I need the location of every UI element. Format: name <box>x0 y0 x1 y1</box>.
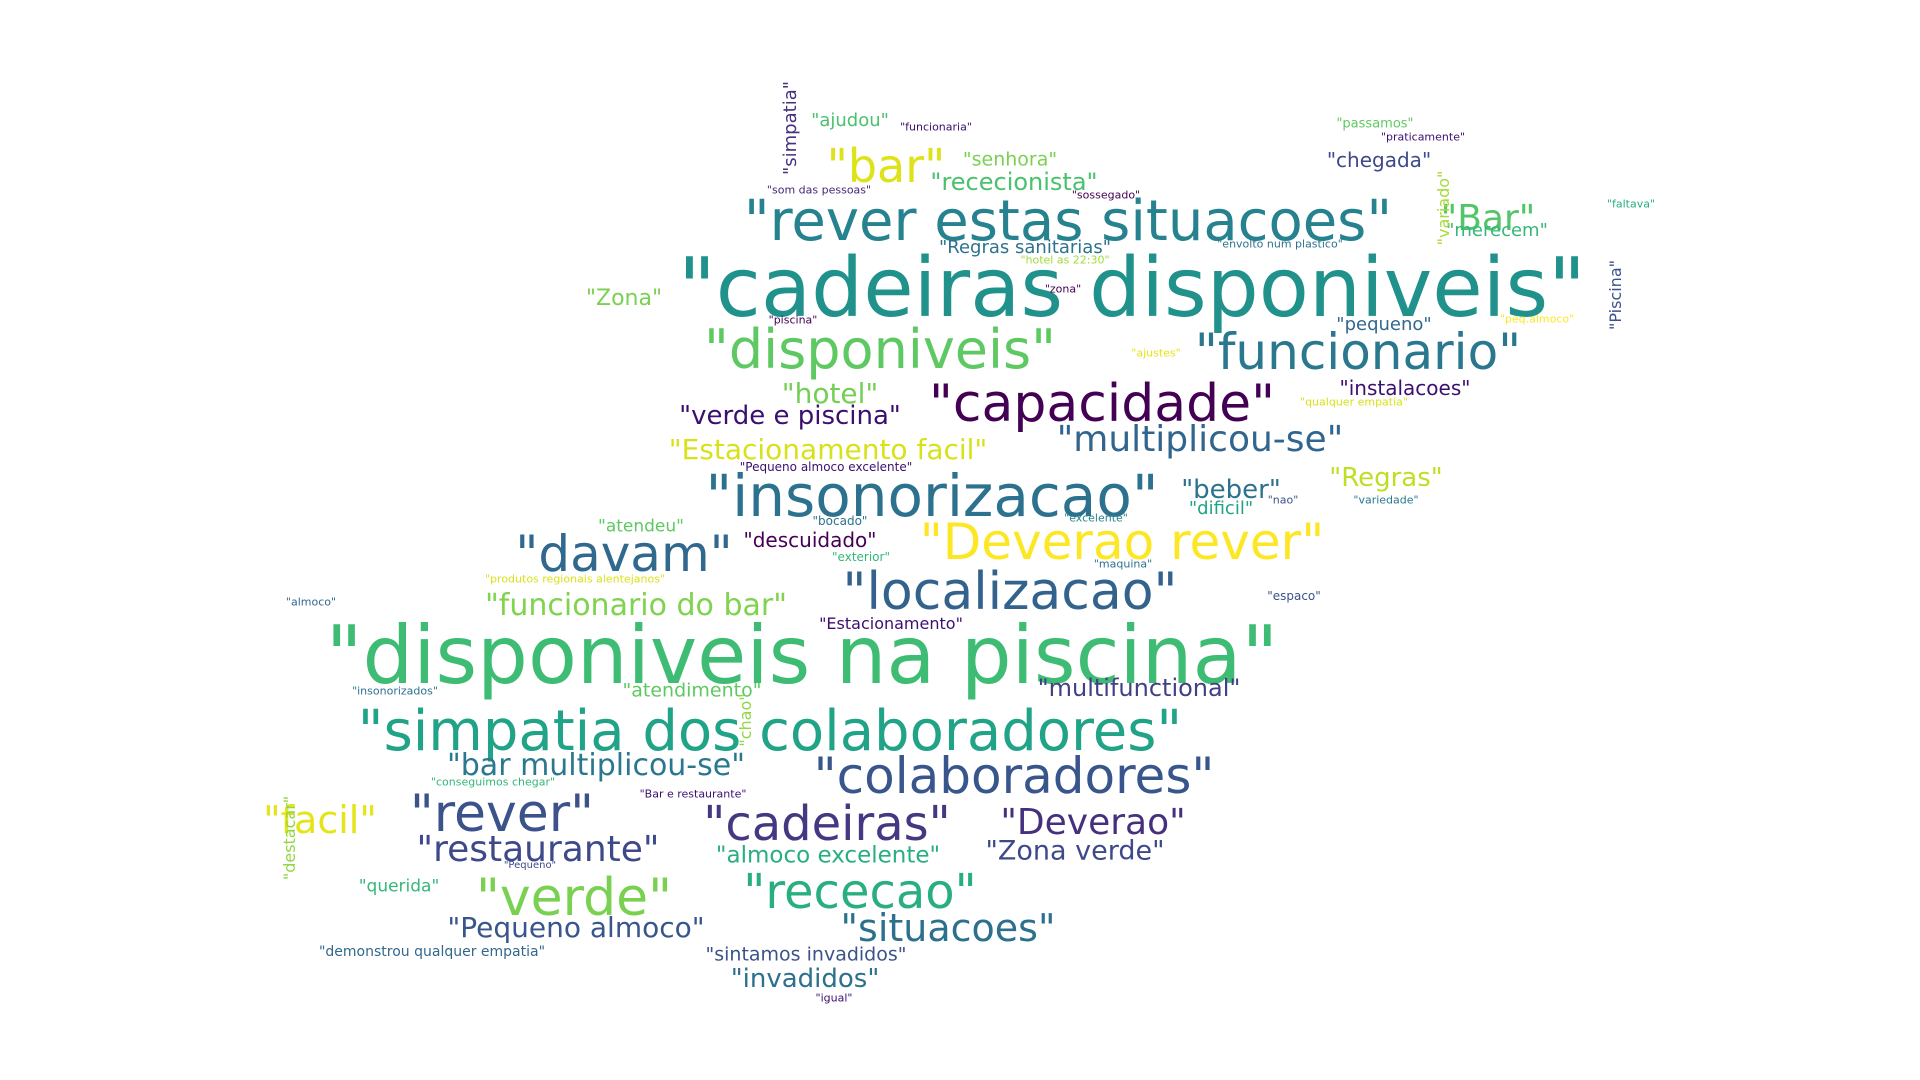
word-66: "piscina" <box>768 313 818 327</box>
word-78: "almoco" <box>285 595 337 609</box>
word-30: "multifunctional" <box>1037 674 1241 702</box>
word-68: "ajustes" <box>1131 346 1181 360</box>
word-29: "hotel" <box>781 377 879 410</box>
word-56: "variado" <box>1434 170 1453 246</box>
word-46: "merecem" <box>1446 220 1548 241</box>
word-2: "rever estas situacoes" <box>743 189 1393 254</box>
word-79: "espaco" <box>1267 589 1321 603</box>
word-71: "nao" <box>1267 493 1299 507</box>
word-50: "pequeno" <box>1336 314 1432 335</box>
word-27: "Zona verde" <box>985 835 1165 867</box>
word-63: "envolto num plastico" <box>1217 237 1343 251</box>
word-47: "Piscina" <box>1606 260 1625 330</box>
word-16: "bar" <box>826 139 946 193</box>
word-1: "disponiveis na piscina" <box>325 609 1279 702</box>
word-39: "Zona" <box>585 286 663 311</box>
word-7: "capacidade" <box>928 374 1276 434</box>
word-44: "atendimento" <box>622 679 762 702</box>
word-45: "sintamos invadidos" <box>705 943 907 966</box>
word-4: "insonorizacao" <box>705 462 1159 530</box>
word-53: "demonstrou qualquer empatia" <box>318 944 546 960</box>
word-83: "Pequeno" <box>503 860 557 871</box>
word-81: "conseguimos chegar" <box>430 775 556 789</box>
word-73: "bocado" <box>812 514 868 528</box>
word-64: "hotel as 22:30" <box>1020 253 1110 267</box>
word-12: "cadeiras" <box>703 796 951 852</box>
word-21: "Bar" <box>1440 198 1536 239</box>
word-24: "funcionario do bar" <box>484 588 788 623</box>
word-54: "chao" <box>736 693 755 747</box>
word-19: "Deverao" <box>1000 802 1186 843</box>
word-40: "chegada" <box>1326 148 1432 172</box>
word-31: "rececionista" <box>930 168 1098 196</box>
word-25: "Estacionamento facil" <box>668 433 988 466</box>
word-13: "rever" <box>409 784 595 844</box>
word-80: "insonorizados" <box>352 684 438 698</box>
word-36: "instalacoes" <box>1339 376 1471 400</box>
word-69: "qualquer empatia" <box>1300 395 1408 409</box>
word-55: "destacar" <box>280 795 299 881</box>
word-35: "invadidos" <box>730 964 880 994</box>
word-62: "faltava" <box>1606 197 1656 211</box>
word-10: "davam" <box>515 525 733 583</box>
word-43: "simpatia" <box>780 80 801 176</box>
word-17: "situacoes" <box>840 906 1056 950</box>
word-84: "igual" <box>815 991 853 1005</box>
word-65: "zona" <box>1044 282 1082 296</box>
word-51: "Estacionamento" <box>819 614 963 633</box>
word-14: "verde" <box>475 868 673 928</box>
word-77: "produtos regionais alentejanos" <box>485 572 665 586</box>
word-8: "Deverao rever" <box>919 513 1325 571</box>
word-60: "som das pessoas" <box>766 183 872 197</box>
word-28: "Pequeno almoco" <box>447 911 705 944</box>
word-15: "rececao" <box>743 864 977 920</box>
word-3: "simpatia dos colaboradores" <box>357 699 1183 764</box>
word-48: "dificil" <box>1188 498 1254 519</box>
word-70: "Pequeno almoco excelente" <box>739 460 913 474</box>
word-58: "praticamente" <box>1380 130 1466 144</box>
word-49: "atendeu" <box>598 516 684 537</box>
word-23: "bar multiplicou-se" <box>446 748 746 783</box>
word-76: "maquina" <box>1093 557 1153 571</box>
word-74: "excelente" <box>1064 511 1128 525</box>
word-9: "localizacao" <box>842 562 1178 622</box>
word-6: "funcionario" <box>1194 323 1522 381</box>
word-67: "peq.almoco" <box>1499 312 1575 326</box>
word-37: "descuidado" <box>743 528 877 552</box>
word-41: "senhora" <box>962 148 1058 171</box>
word-33: "beber" <box>1181 475 1281 505</box>
word-34: "almoco excelente" <box>715 842 941 869</box>
word-20: "restaurante" <box>416 829 660 870</box>
word-18: "multiplicou-se" <box>1056 419 1344 460</box>
word-32: "Regras" <box>1329 463 1443 493</box>
word-22: "facil" <box>263 798 377 842</box>
word-75: "exterior" <box>832 550 890 564</box>
word-26: "verde e piscina" <box>679 401 901 431</box>
word-59: "funcionaria" <box>900 120 972 134</box>
word-38: "Regras sanitarias" <box>938 237 1112 258</box>
word-42: "ajudou" <box>811 110 889 131</box>
word-5: "disponiveis" <box>704 318 1056 381</box>
word-11: "colaboradores" <box>813 747 1215 805</box>
word-57: "passamos" <box>1336 116 1414 132</box>
word-0: "cadeiras disponiveis" <box>678 241 1586 336</box>
word-72: "variedade" <box>1353 493 1419 507</box>
word-52: "querida" <box>358 876 440 897</box>
word-82: "Bar e restaurante" <box>639 787 747 801</box>
word-61: "sossegado" <box>1071 188 1141 202</box>
